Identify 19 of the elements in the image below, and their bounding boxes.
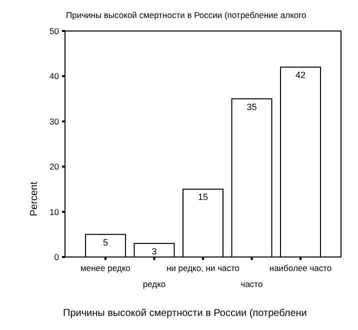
data-label: 35 [246, 102, 257, 112]
x-tick-label: менее редко [80, 263, 131, 273]
y-tick-label: 30 [50, 116, 60, 126]
data-label: 15 [198, 192, 208, 202]
data-label: 42 [296, 70, 306, 80]
y-axis-title: Percent [29, 182, 40, 216]
data-label: 5 [102, 237, 108, 248]
chart-title: Причины высокой смертности в России (потребление алкого [66, 10, 307, 20]
x-axis-title: Причины высокой смертности в России (потреблени [63, 308, 307, 319]
y-tick-label: 20 [50, 162, 60, 172]
y-tick-label: 10 [50, 206, 60, 217]
data-label: 3 [152, 246, 157, 256]
y-tick-label: 50 [50, 26, 60, 36]
x-tick-label: ни редко, ни часто [166, 263, 240, 273]
x-tick-label: редко [142, 279, 166, 289]
x-tick-label: наиболее часто [269, 263, 332, 273]
x-tick-label: часто [240, 279, 263, 289]
y-tick-label: 40 [50, 71, 60, 82]
y-tick-label: 0 [54, 252, 60, 262]
